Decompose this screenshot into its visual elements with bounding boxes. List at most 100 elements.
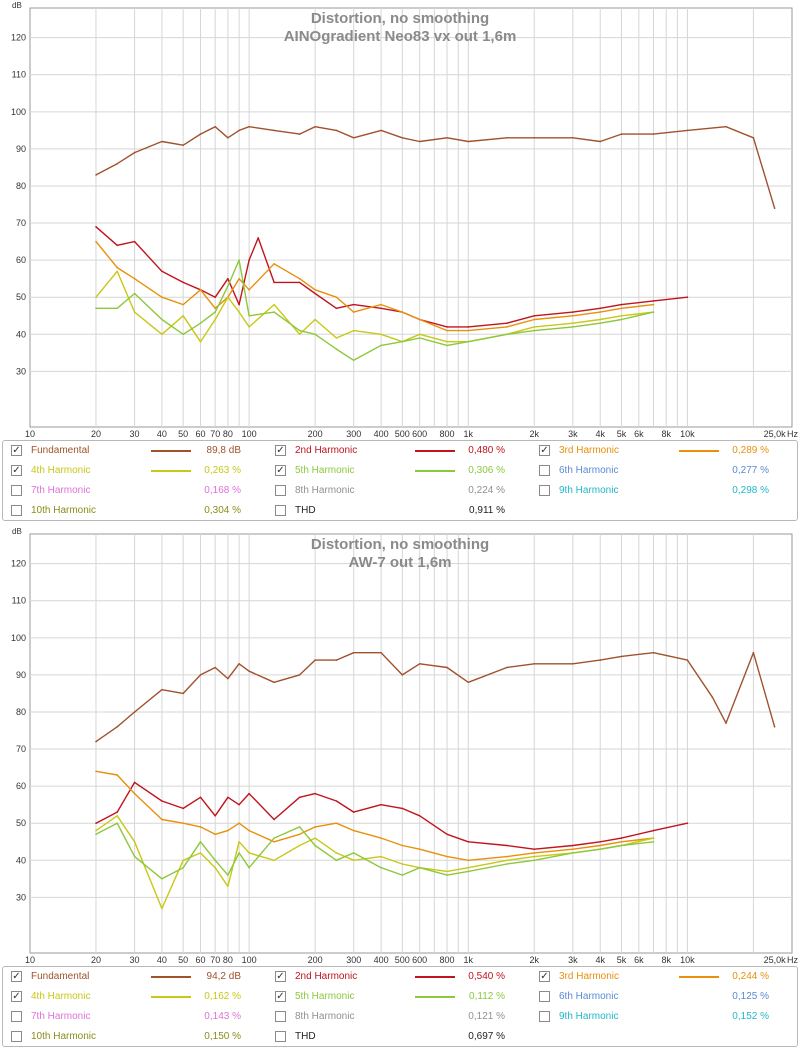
data-point	[599, 307, 601, 310]
legend-item-10th-harmonic[interactable]: 10th Harmonic 0,150 %	[11, 1027, 261, 1047]
legend-checkbox[interactable]	[275, 1031, 286, 1042]
data-point	[506, 666, 508, 669]
data-point	[116, 270, 118, 273]
data-point	[352, 359, 355, 362]
y-tick-label: 110	[12, 70, 26, 80]
data-point	[238, 803, 240, 806]
data-point	[446, 874, 448, 876]
y-tick-label: 40	[16, 329, 26, 339]
legend-label: 8th Harmonic	[295, 485, 355, 496]
legend-checkbox[interactable]	[11, 505, 22, 516]
data-point	[227, 137, 229, 139]
legend-item-7th-harmonic[interactable]: 7th Harmonic 0,168 %	[11, 481, 261, 501]
x-tick-label: 2k	[530, 429, 540, 439]
legend-item-2nd-harmonic[interactable]: ✓ 2nd Harmonic 0,540 %	[275, 967, 525, 987]
legend-swatch	[151, 976, 191, 978]
legend-checkbox[interactable]: ✓	[539, 445, 550, 456]
data-point	[380, 803, 382, 806]
legend-checkbox[interactable]: ✓	[275, 991, 286, 1002]
legend-label: 9th Harmonic	[559, 1011, 619, 1022]
data-point	[446, 855, 448, 858]
legend-item-3rd-harmonic[interactable]: ✓ 3rd Harmonic 0,244 %	[539, 967, 789, 987]
legend-label: 9th Harmonic	[559, 485, 619, 496]
legend-item-9th-harmonic[interactable]: 9th Harmonic 0,298 %	[539, 481, 789, 501]
data-point	[298, 133, 301, 135]
legend-checkbox[interactable]: ✓	[275, 465, 286, 476]
legend-item-thd[interactable]: THD 0,697 %	[275, 1027, 525, 1047]
legend-item-4th-harmonic[interactable]: ✓ 4th Harmonic 0,162 %	[11, 987, 261, 1007]
legend-checkbox[interactable]: ✓	[11, 445, 22, 456]
legend-checkbox[interactable]	[275, 1011, 286, 1022]
legend-value: 0,162 %	[204, 991, 241, 1002]
data-point	[199, 289, 202, 291]
data-point	[227, 829, 229, 832]
y-tick-label: 80	[16, 181, 26, 191]
legend-checkbox[interactable]	[539, 991, 550, 1002]
data-point	[214, 296, 216, 299]
data-point	[227, 796, 229, 799]
legend-checkbox[interactable]: ✓	[11, 465, 22, 476]
legend-item-5th-harmonic[interactable]: ✓ 5th Harmonic 0,112 %	[275, 987, 525, 1007]
legend-checkbox[interactable]	[275, 505, 286, 516]
data-point	[248, 259, 250, 261]
data-point	[298, 277, 301, 280]
legend-label: 10th Harmonic	[31, 1031, 97, 1042]
legend-item-2nd-harmonic[interactable]: ✓ 2nd Harmonic 0,480 %	[275, 441, 525, 461]
legend-item-5th-harmonic[interactable]: ✓ 5th Harmonic 0,306 %	[275, 461, 525, 481]
data-point	[446, 340, 448, 343]
legend-item-thd[interactable]: THD 0,911 %	[275, 501, 525, 521]
data-point	[572, 137, 574, 139]
legend-item-7th-harmonic[interactable]: 7th Harmonic 0,143 %	[11, 1007, 261, 1027]
data-point	[446, 326, 448, 328]
data-point	[95, 770, 97, 773]
legend-checkbox[interactable]: ✓	[539, 971, 550, 982]
x-tick-label: 8k	[661, 429, 671, 439]
legend-checkbox[interactable]	[539, 485, 550, 496]
legend-item-3rd-harmonic[interactable]: ✓ 3rd Harmonic 0,289 %	[539, 441, 789, 461]
legend-item-8th-harmonic[interactable]: 8th Harmonic 0,224 %	[275, 481, 525, 501]
legend-checkbox[interactable]: ✓	[275, 445, 286, 456]
data-point	[401, 874, 404, 876]
y-tick-label: 30	[16, 892, 26, 902]
x-tick-label: 500	[395, 955, 410, 965]
legend-checkbox[interactable]	[275, 485, 286, 496]
data-point	[620, 841, 623, 843]
data-point	[214, 307, 216, 310]
legend-checkbox[interactable]: ✓	[275, 971, 286, 982]
data-point	[314, 289, 316, 291]
data-point	[418, 866, 421, 869]
legend-checkbox[interactable]	[11, 485, 22, 496]
series-line	[95, 822, 654, 880]
legend-item-6th-harmonic[interactable]: 6th Harmonic 0,125 %	[539, 987, 789, 1007]
data-point	[199, 322, 202, 325]
legend-item-6th-harmonic[interactable]: 6th Harmonic 0,277 %	[539, 461, 789, 481]
data-point	[133, 781, 136, 784]
data-point	[686, 129, 689, 132]
legend-value: 94,2 dB	[206, 971, 241, 982]
data-point	[161, 818, 163, 821]
legend-checkbox[interactable]	[11, 1031, 22, 1042]
legend-item-8th-harmonic[interactable]: 8th Harmonic 0,121 %	[275, 1007, 525, 1027]
legend-checkbox[interactable]	[11, 1011, 22, 1022]
legend-item-4th-harmonic[interactable]: ✓ 4th Harmonic 0,263 %	[11, 461, 261, 481]
data-point	[352, 811, 355, 813]
data-point	[467, 866, 470, 869]
data-point	[257, 237, 260, 239]
legend-item-fundamental[interactable]: ✓ Fundamental 89,8 dB	[11, 441, 261, 461]
legend-item-10th-harmonic[interactable]: 10th Harmonic 0,304 %	[11, 501, 261, 521]
data-point	[133, 277, 136, 280]
data-point	[273, 837, 275, 839]
legend-checkbox[interactable]: ✓	[11, 971, 22, 982]
legend-checkbox[interactable]	[539, 1011, 550, 1022]
legend-checkbox[interactable]: ✓	[11, 991, 22, 1002]
data-point	[238, 841, 240, 843]
series-5th-harmonic	[95, 259, 655, 362]
x-tick-label: 4k	[595, 955, 605, 965]
legend-checkbox[interactable]	[539, 465, 550, 476]
y-axis-label: dB	[12, 527, 22, 536]
data-point	[401, 807, 404, 810]
legend-box: ✓ Fundamental 94,2 dB ✓ 2nd Harmonic 0,540 % ✓…	[2, 966, 798, 1047]
legend-item-fundamental[interactable]: ✓ Fundamental 94,2 dB	[11, 967, 261, 987]
legend-item-9th-harmonic[interactable]: 9th Harmonic 0,152 %	[539, 1007, 789, 1027]
